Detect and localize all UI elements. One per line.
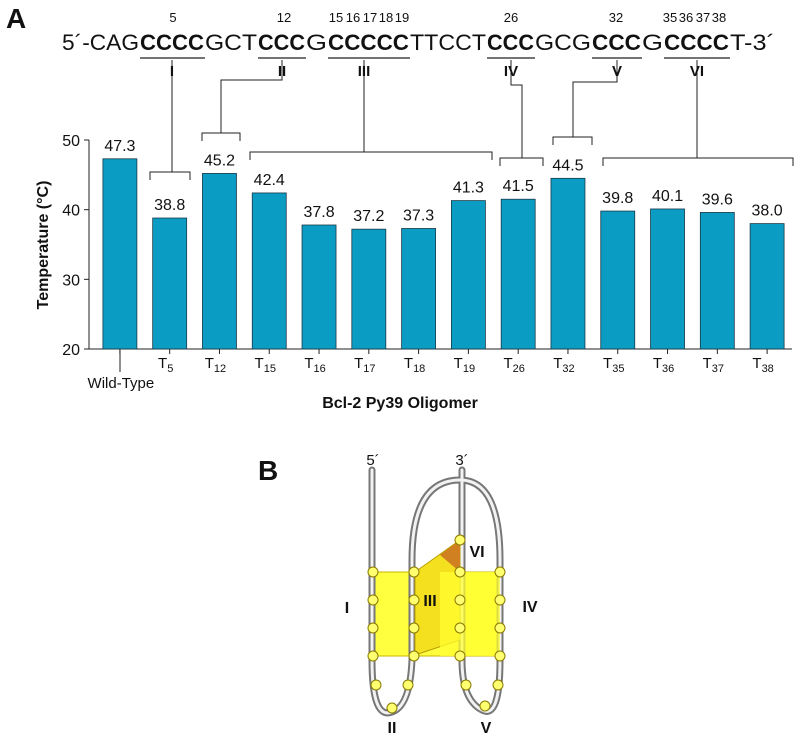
bar [600,210,636,350]
position-number: 37 [696,10,710,25]
bar [351,228,387,350]
x-tick-label: T38 [752,355,773,375]
x-tick-label: T32 [553,355,574,375]
bar [650,208,685,350]
x-tick-label: T15 [255,355,276,375]
strand-end: 5´ [366,452,379,469]
motif-label: I [345,600,349,617]
sequence-segment: G [306,30,327,55]
position-number: 32 [609,10,623,25]
bar [749,223,785,350]
bar [450,200,486,350]
value-label: 38.8 [154,197,185,214]
motif-label: I [170,63,174,80]
bar [500,198,536,350]
quadruplex-diagram [367,466,506,717]
position-number: 26 [504,10,518,25]
value-label: 41.5 [503,178,534,195]
value-label: 39.6 [702,191,733,208]
sequence-segment: G [642,30,663,55]
sequence-segment: 5´-CAG [62,30,139,55]
x-tick-label: T26 [503,355,524,375]
motif-label: III [358,63,371,80]
sequence-segment: TTCCT [410,30,486,55]
value-label: 37.8 [303,204,334,221]
position-number: 19 [395,10,409,25]
motif-label: II [278,63,286,80]
position-number: 15 [329,10,343,25]
x-tick-label: Wild-Type [88,375,155,392]
position-number: 17 [363,10,377,25]
bar [301,224,337,350]
x-tick-label: T12 [205,355,226,375]
motif-connectors [119,60,794,372]
y-tick-label: 20 [62,342,80,359]
sequence-segment: CCC [258,30,305,55]
panel-label: B [258,455,278,486]
position-number: 36 [679,10,693,25]
panel-label: A [6,3,26,34]
sequence-segment: CCC [487,30,534,55]
value-label: 47.3 [104,138,135,155]
x-tick-label: T17 [354,355,375,375]
position-number: 35 [663,10,677,25]
value-label: 37.2 [353,208,384,225]
bar [550,177,586,350]
strand-end: 3´ [455,452,468,469]
y-tick-label: 30 [62,272,80,289]
y-axis-label: Temperature (°C) [35,181,52,310]
position-number: 16 [346,10,360,25]
sequence-segment: GCT [205,30,257,55]
bar [699,212,735,350]
y-tick-label: 50 [62,133,80,150]
bar [202,173,237,350]
value-label: 40.1 [652,188,683,205]
bar [152,217,188,350]
sequence-segment: GCG [535,30,591,55]
motif-label: IV [504,63,518,80]
x-tick-label: T5 [158,355,173,375]
position-number: 5 [169,10,176,25]
motif-label: V [612,63,622,80]
x-tick-label: T18 [404,355,425,375]
bar [102,158,138,350]
motif-label: V [481,720,492,737]
sequence-segment: CCC [592,30,641,55]
x-tick-label: T16 [304,355,325,375]
x-axis-label: Bcl-2 Py39 Oligomer [322,395,478,412]
value-label: 38.0 [752,203,783,220]
x-tick-label: T19 [454,355,475,375]
position-number: 18 [379,10,393,25]
motif-label: III [423,593,436,610]
x-tick-label: T37 [703,355,724,375]
value-label: 39.8 [602,190,633,207]
bar [251,192,287,350]
value-label: 42.4 [254,172,285,189]
x-tick-label: T35 [603,355,624,375]
motif-label: IV [522,599,537,616]
x-tick-label: T36 [653,355,674,375]
motif-label: II [388,720,397,737]
value-label: 44.5 [552,157,583,174]
sequence-segment: T-3´ [730,30,775,55]
value-label: 45.2 [204,152,235,169]
position-number: 12 [277,10,291,25]
sequence-segment: CCCC [664,30,729,55]
value-label: 41.3 [453,180,484,197]
bar [401,228,437,350]
sequence-segment: CCCCC [328,30,409,55]
sequence-segment: CCCC [140,30,204,55]
position-number: 38 [712,10,726,25]
y-tick-label: 40 [62,203,80,220]
motif-label: VI [469,544,484,561]
value-label: 37.3 [403,207,434,224]
motif-label: VI [690,63,704,80]
